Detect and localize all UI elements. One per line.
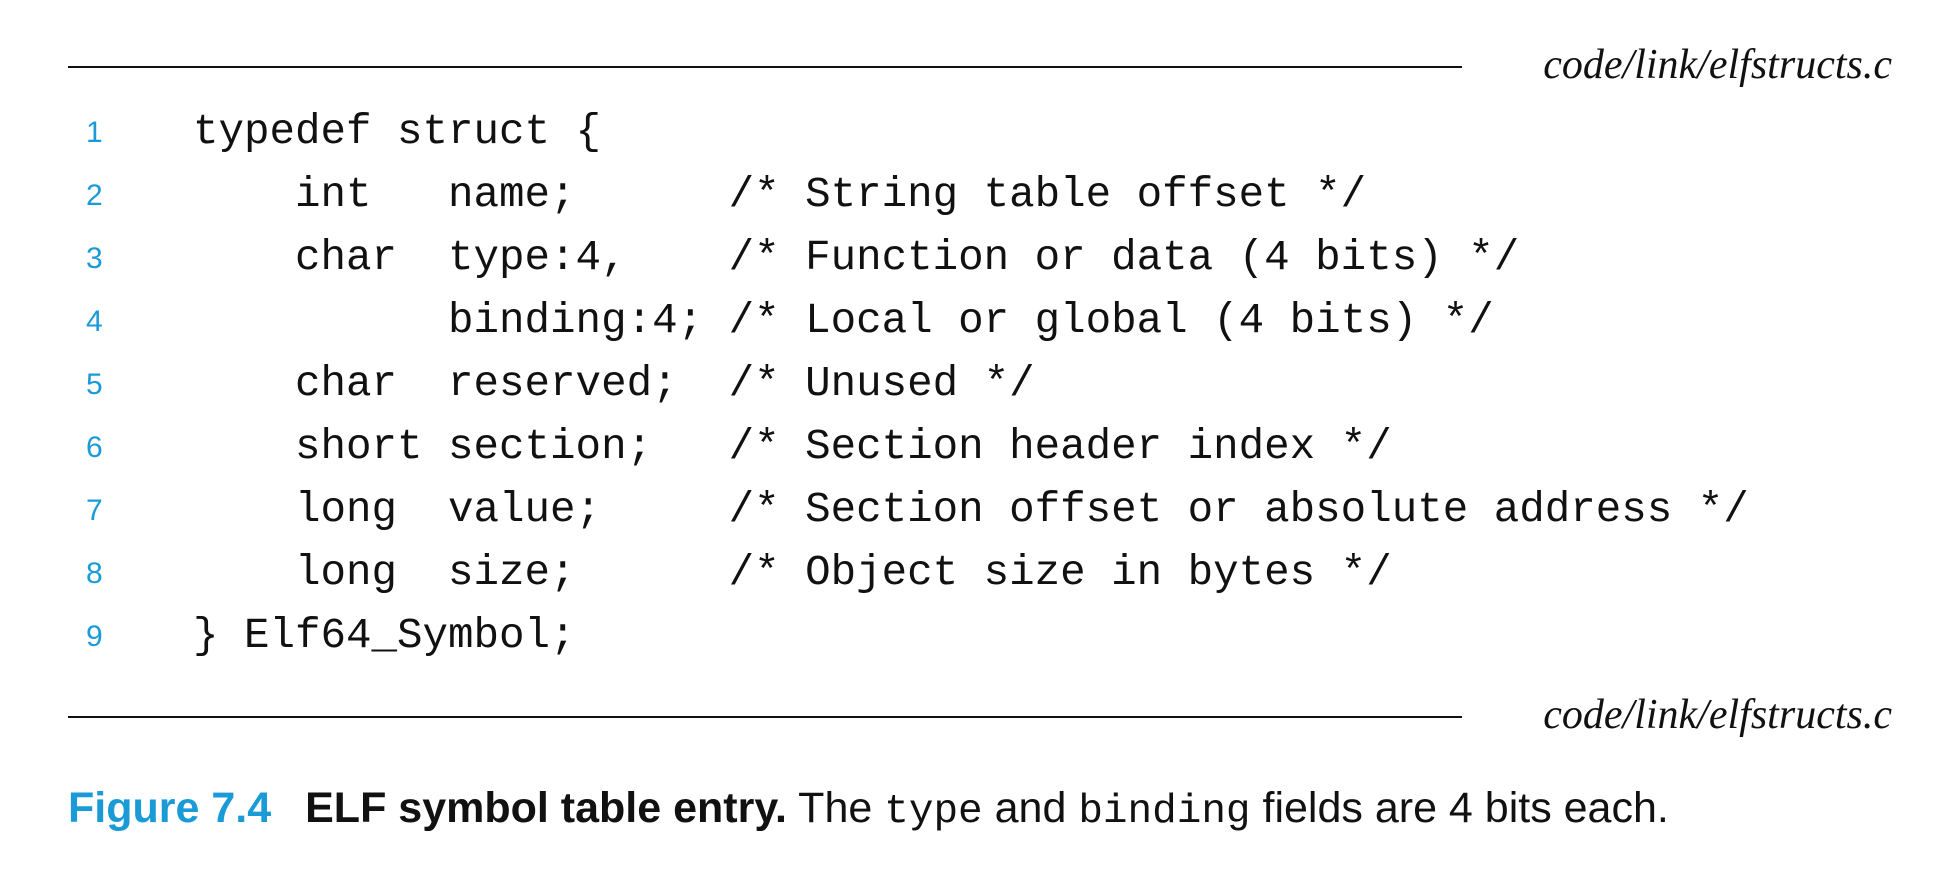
footer-rule: code/link/elfstructs.c bbox=[68, 686, 1892, 746]
code-line: 3 char type:4, /* Function or data (4 bi… bbox=[68, 232, 1892, 295]
line-number: 8 bbox=[86, 557, 103, 590]
header-divider bbox=[68, 66, 1462, 68]
code-text: char reserved; /* Unused */ bbox=[193, 360, 1035, 408]
code-line: 6 short section; /* Section header index… bbox=[68, 421, 1892, 484]
caption-text: The bbox=[798, 784, 873, 832]
figure-number: Figure 7.4 bbox=[68, 784, 272, 832]
figure-caption: Figure 7.4 ELF symbol table entry. The ty… bbox=[68, 784, 1669, 835]
line-number: 5 bbox=[86, 368, 103, 401]
code-line: 8 long size; /* Object size in bytes */ bbox=[68, 547, 1892, 610]
footer-divider bbox=[68, 716, 1462, 718]
footer-file-path: code/link/elfstructs.c bbox=[1543, 692, 1892, 739]
line-number: 3 bbox=[86, 242, 103, 275]
code-text: int name; /* String table offset */ bbox=[193, 171, 1367, 219]
caption-text: fields are 4 bits each. bbox=[1262, 784, 1669, 832]
line-number: 2 bbox=[86, 179, 103, 212]
code-text: long size; /* Object size in bytes */ bbox=[193, 549, 1392, 597]
code-text: } Elf64_Symbol; bbox=[193, 612, 576, 660]
caption-code-type: type bbox=[884, 789, 983, 835]
code-text: char type:4, /* Function or data (4 bits… bbox=[193, 234, 1520, 282]
figure-title: ELF symbol table entry. bbox=[305, 784, 787, 832]
caption-code-binding: binding bbox=[1078, 789, 1251, 835]
code-text: binding:4; /* Local or global (4 bits) *… bbox=[193, 297, 1494, 345]
header-rule: code/link/elfstructs.c bbox=[68, 36, 1892, 96]
code-text: long value; /* Section offset or absolut… bbox=[193, 486, 1749, 534]
code-line: 2 int name; /* String table offset */ bbox=[68, 169, 1892, 232]
code-text: short section; /* Section header index *… bbox=[193, 423, 1392, 471]
code-line: 4 binding:4; /* Local or global (4 bits)… bbox=[68, 295, 1892, 358]
code-line: 1 typedef struct { bbox=[68, 106, 1892, 169]
code-line: 7 long value; /* Section offset or absol… bbox=[68, 484, 1892, 547]
line-number: 9 bbox=[86, 620, 103, 653]
code-line: 5 char reserved; /* Unused */ bbox=[68, 358, 1892, 421]
code-line: 9 } Elf64_Symbol; bbox=[68, 610, 1892, 673]
code-text: typedef struct { bbox=[193, 108, 602, 156]
line-number: 4 bbox=[86, 305, 103, 338]
header-file-path: code/link/elfstructs.c bbox=[1543, 42, 1892, 89]
line-number: 1 bbox=[86, 116, 103, 149]
code-listing: 1 typedef struct { 2 int name; /* String… bbox=[68, 106, 1892, 673]
line-number: 7 bbox=[86, 494, 103, 527]
caption-text: and bbox=[994, 784, 1067, 832]
line-number: 6 bbox=[86, 431, 103, 464]
